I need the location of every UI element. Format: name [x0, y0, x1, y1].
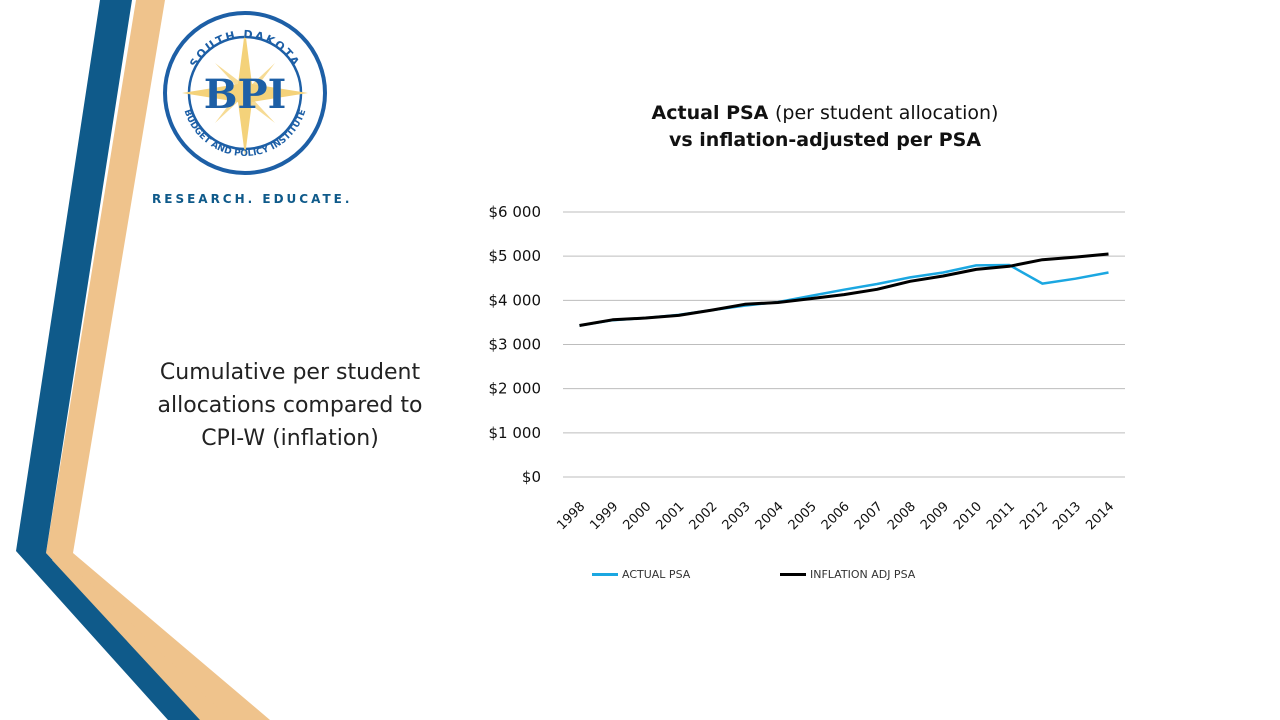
legend-label-actual: ACTUAL PSA	[622, 568, 691, 581]
x-tick-label: 2010	[951, 499, 985, 533]
x-tick-label: 2007	[852, 499, 886, 533]
gridlines	[563, 211, 1125, 478]
legend-label-inflation: INFLATION ADJ PSA	[810, 568, 916, 581]
y-tick-label: $1 000	[489, 424, 542, 442]
y-axis-ticks: $0 $1 000 $2 000 $3 000 $4 000 $5 000 $6 000	[489, 203, 542, 486]
y-tick-label: $6 000	[489, 203, 542, 221]
x-tick-label: 1998	[554, 499, 588, 533]
x-tick-label: 2012	[1017, 499, 1051, 533]
legend-swatch-actual	[592, 573, 618, 576]
x-tick-label: 2009	[918, 499, 952, 533]
chart-title-line2: vs inflation-adjusted per PSA	[668, 128, 982, 151]
chart-title: Actual PSA (per student allocation) vs i…	[560, 100, 1090, 153]
x-tick-label: 2003	[720, 499, 754, 533]
x-tick-label: 2011	[984, 499, 1018, 533]
tan-ribbon	[46, 0, 270, 720]
legend-item-inflation: INFLATION ADJ PSA	[780, 568, 915, 581]
y-tick-label: $0	[522, 468, 541, 486]
x-tick-label: 2013	[1050, 499, 1084, 533]
slide-caption: Cumulative per student allocations compa…	[157, 360, 423, 451]
y-tick-label: $5 000	[489, 247, 542, 265]
logo-acronym: BPI	[204, 71, 287, 118]
x-tick-label: 2014	[1083, 499, 1117, 533]
x-tick-label: 2002	[687, 499, 721, 533]
series-lines	[579, 252, 1109, 327]
x-tick-label: 2006	[819, 499, 853, 533]
x-axis-ticks: 1998 1999 2000 2001 2002 2003 2004 2005 2006 2007…	[554, 499, 1117, 533]
tan-ribbon-lower	[52, 560, 230, 720]
chart-title-sub: (per student allocation)	[775, 102, 999, 124]
chart-title-main: Actual PSA	[651, 102, 776, 124]
x-tick-label: 2008	[885, 499, 919, 533]
x-tick-label: 2004	[753, 499, 787, 533]
y-tick-label: $2 000	[489, 380, 542, 398]
y-tick-label: $3 000	[489, 336, 542, 354]
legend-item-actual: ACTUAL PSA	[592, 568, 690, 581]
y-tick-label: $4 000	[489, 291, 542, 309]
bpi-logo: BPI SOUTH DAKOTA BUDGET AND POLICY INSTI…	[163, 11, 327, 175]
x-tick-label: 2005	[786, 499, 820, 533]
blue-ribbon	[16, 0, 203, 720]
x-tick-label: 2001	[654, 499, 688, 533]
x-tick-label: 2000	[620, 499, 654, 533]
legend-swatch-inflation	[780, 573, 806, 576]
tagline: RESEARCH. EDUCATE.	[152, 192, 353, 206]
x-tick-label: 1999	[587, 499, 621, 533]
